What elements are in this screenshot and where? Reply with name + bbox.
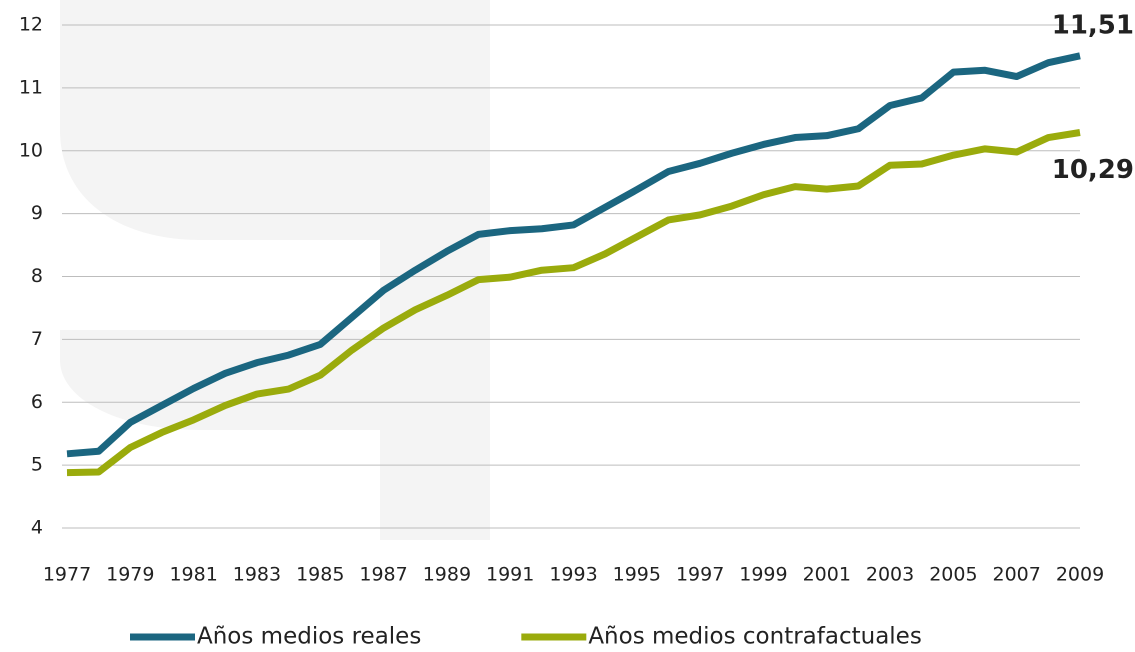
- x-tick-label: 1997: [676, 564, 724, 586]
- x-tick-label: 2009: [1056, 564, 1104, 586]
- data-label: 10,29: [1052, 155, 1134, 185]
- x-tick-label: 2007: [993, 564, 1041, 586]
- x-tick-label: 1985: [296, 564, 344, 586]
- y-tick-label: 10: [19, 139, 43, 161]
- y-tick-label: 9: [31, 202, 43, 224]
- watermark-shape: [60, 0, 490, 240]
- watermark-shape: [380, 240, 490, 540]
- x-tick-label: 2003: [866, 564, 914, 586]
- x-tick-label: 1983: [233, 564, 281, 586]
- watermark-shape: [60, 330, 380, 430]
- y-tick-label: 8: [31, 265, 43, 287]
- legend-label: Años medios contrafactuales: [588, 624, 922, 650]
- x-tick-label: 1979: [106, 564, 154, 586]
- x-tick-label: 2001: [803, 564, 851, 586]
- y-tick-label: 5: [31, 454, 43, 476]
- series-line: [66, 129, 1081, 477]
- x-tick-label: 1989: [423, 564, 471, 586]
- series-line: [66, 52, 1081, 458]
- x-tick-label: 1993: [549, 564, 597, 586]
- y-tick-label: 6: [31, 391, 43, 413]
- y-tick-label: 12: [19, 14, 43, 36]
- legend-label: Años medios reales: [197, 624, 421, 650]
- x-tick-label: 2005: [929, 564, 977, 586]
- data-label: 11,51: [1052, 10, 1134, 40]
- x-tick-label: 1995: [613, 564, 661, 586]
- x-tick-label: 1999: [739, 564, 787, 586]
- y-tick-label: 4: [31, 517, 43, 539]
- x-tick-label: 1981: [169, 564, 217, 586]
- x-tick-label: 1991: [486, 564, 534, 586]
- y-tick-label: 7: [31, 328, 43, 350]
- watermark: [60, 0, 490, 540]
- x-tick-label: 1987: [359, 564, 407, 586]
- x-tick-label: 1977: [43, 564, 91, 586]
- y-tick-label: 11: [19, 76, 43, 98]
